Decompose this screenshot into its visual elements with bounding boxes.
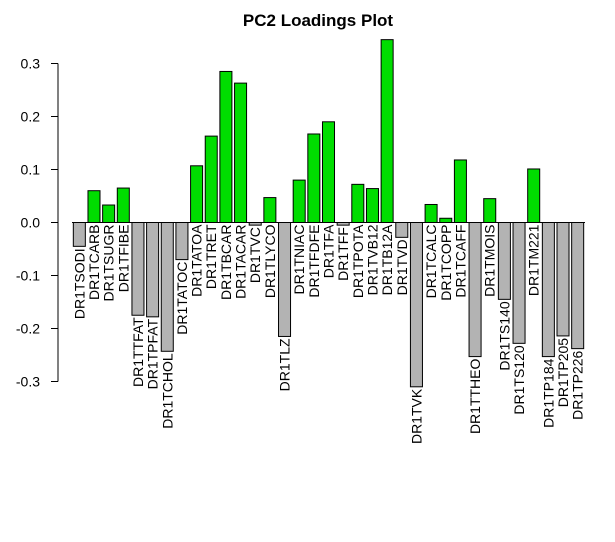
chart-title: PC2 Loadings Plot — [243, 11, 394, 30]
bar-dr1tcopp — [439, 217, 453, 223]
category-label: DR1TCHOL — [159, 353, 175, 429]
category-label: DR1TM221 — [526, 224, 542, 296]
category-label: DR1TSODI — [71, 248, 87, 319]
category-label: DR1TTHEO — [467, 358, 483, 434]
category-label: DR1TCOPP — [438, 225, 454, 301]
bar-dr1ts120 — [512, 222, 526, 344]
bar-dr1tfdfe — [307, 133, 321, 224]
category-label: DR1TS120 — [511, 345, 527, 414]
category-label: DR1TFA — [321, 224, 337, 278]
category-label: DR1TMOIS — [482, 224, 498, 296]
bar-dr1tcaff — [453, 159, 467, 224]
category-label: DR1TRET — [203, 224, 219, 289]
category-label: DR1TSUGR — [101, 225, 117, 302]
bar-dr1tbcar — [219, 70, 233, 223]
bar-dr1tcalc — [424, 203, 438, 223]
bar-dr1tniac — [292, 179, 306, 224]
category-label: DR1TTFAT — [130, 317, 146, 387]
category-label: DR1TB12A — [379, 224, 395, 295]
y-tick-label: -0.3 — [16, 374, 40, 390]
category-label: DR1TPOTA — [350, 224, 366, 298]
bar-dr1tatoc — [175, 222, 189, 261]
bar-dr1tcarb — [87, 190, 101, 223]
category-label: DR1TFIBE — [115, 225, 131, 293]
y-tick-label: -0.1 — [16, 268, 40, 284]
bar-dr1tlz — [278, 222, 292, 337]
bar-dr1ttfat — [131, 222, 145, 316]
category-label: DR1TCAFF — [452, 225, 468, 298]
bar-dr1tvb12 — [365, 188, 379, 223]
bar-dr1tfibe — [116, 187, 130, 224]
bar-dr1tsodi — [72, 222, 86, 247]
category-label: DR1TATOA — [189, 224, 205, 297]
category-label: DR1TBCAR — [218, 225, 234, 300]
category-label: DR1TVD — [394, 239, 410, 295]
category-label: DR1TLYCO — [262, 224, 278, 298]
bar-dr1tlyco — [263, 197, 277, 223]
bar-dr1tpfat — [146, 222, 160, 318]
category-label: DR1TACAR — [233, 225, 249, 299]
category-label: DR1TATOC — [174, 262, 190, 335]
bars — [72, 39, 585, 388]
bar-dr1tp205 — [556, 222, 570, 337]
category-label: DR1TFDFE — [306, 225, 322, 298]
category-label: DR1TCARB — [86, 225, 102, 300]
bar-dr1tb12a — [380, 39, 394, 224]
category-label: DR1TVK — [408, 388, 424, 444]
bar-dr1tchol — [160, 222, 174, 352]
bar-dr1tret — [204, 135, 218, 223]
category-label: DR1TCALC — [423, 225, 439, 299]
bar-dr1tm221 — [527, 168, 541, 223]
category-label: DR1TLZ — [277, 338, 293, 391]
bar-dr1ts140 — [497, 222, 511, 300]
category-label: DR1TVC — [247, 227, 263, 283]
bar-dr1tacar — [234, 82, 248, 223]
category-label: DR1TP205 — [555, 338, 571, 407]
category-label: DR1TNIAC — [291, 225, 307, 295]
category-label: DR1TP226 — [570, 350, 586, 419]
category-label: DR1TPFAT — [145, 318, 161, 389]
bar-dr1tpota — [351, 183, 365, 223]
category-label: DR1TFF — [335, 227, 351, 281]
bar-dr1tvk — [409, 222, 423, 388]
bar-dr1tp226 — [571, 222, 585, 350]
bar-dr1ttheo — [468, 222, 482, 358]
bar-dr1tatoa — [190, 165, 204, 223]
bar-dr1tfa — [321, 121, 336, 223]
bar-dr1tmois — [483, 198, 497, 223]
y-tick-label: 0.2 — [21, 109, 41, 125]
y-tick-label: 0.0 — [21, 215, 41, 231]
bar-dr1tvd — [395, 222, 409, 238]
y-tick-label: 0.1 — [21, 162, 41, 178]
category-label: DR1TS140 — [496, 301, 512, 370]
category-label: DR1TVB12 — [364, 224, 380, 295]
bar-dr1tp184 — [541, 222, 555, 358]
y-axis-ticks: -0.3 -0.2 -0.1 0.0 0.1 0.2 0.3 — [16, 56, 58, 390]
y-tick-label: -0.2 — [16, 321, 40, 337]
category-label: DR1TP184 — [540, 358, 556, 427]
bar-dr1tsugr — [102, 204, 116, 223]
y-tick-label: 0.3 — [21, 56, 41, 72]
